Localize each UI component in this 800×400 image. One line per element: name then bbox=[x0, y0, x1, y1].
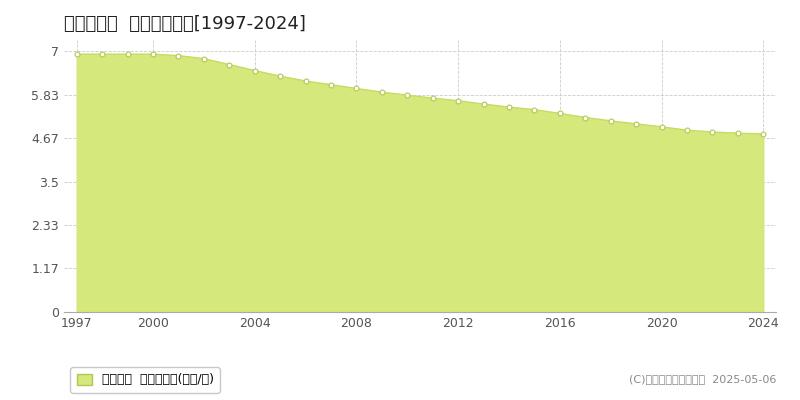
Text: (C)土地価格ドットコム  2025-05-06: (C)土地価格ドットコム 2025-05-06 bbox=[629, 374, 776, 384]
Legend: 基準地価  平均坪単価(万円/坪): 基準地価 平均坪単価(万円/坪) bbox=[70, 367, 220, 393]
Text: 舞鶴市今田  基準地価推移[1997-2024]: 舞鶴市今田 基準地価推移[1997-2024] bbox=[64, 15, 306, 33]
